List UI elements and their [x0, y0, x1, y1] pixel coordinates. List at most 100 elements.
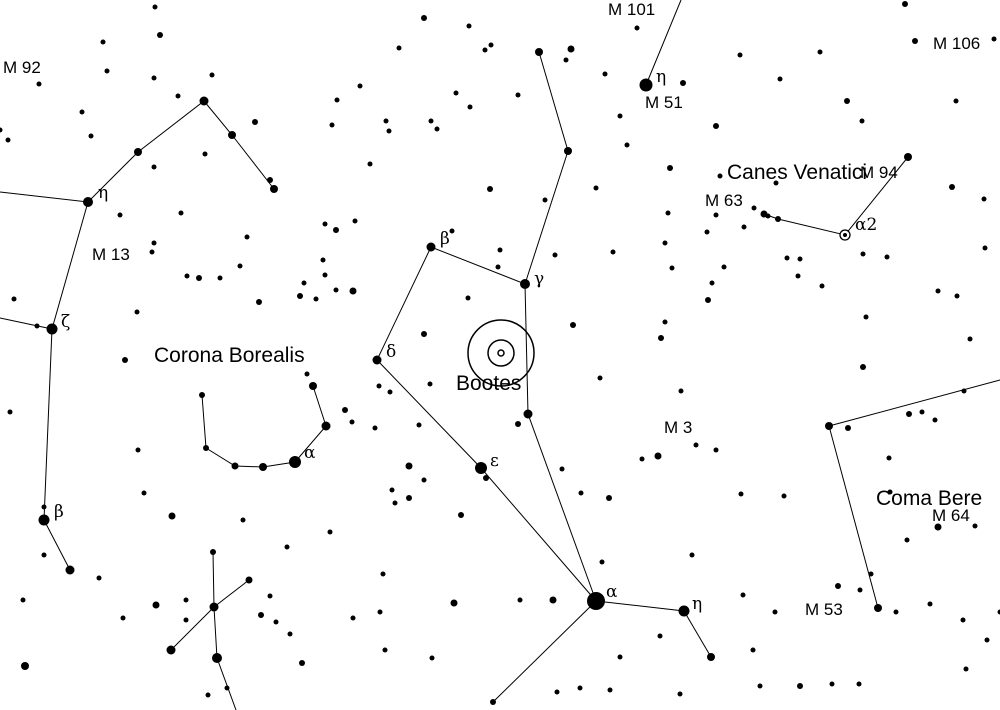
star [520, 279, 530, 289]
star [202, 151, 208, 157]
label-cvn-alpha2: α2 [855, 215, 877, 235]
star [450, 599, 458, 607]
star [380, 571, 386, 577]
star [960, 617, 966, 623]
constellation-labels: Bootes Corona Borealis Canes Venatici Co… [154, 161, 982, 510]
star [20, 597, 26, 603]
star [256, 299, 262, 305]
star [396, 45, 402, 51]
star [797, 683, 803, 689]
star [705, 297, 711, 303]
star [721, 264, 727, 270]
star [372, 355, 382, 365]
label-boo-eta: η [692, 594, 702, 614]
star [304, 371, 310, 377]
star [11, 296, 17, 302]
star [122, 357, 128, 363]
star [606, 495, 612, 501]
star [196, 275, 202, 281]
hercules-line-lower [212, 551, 237, 710]
star [559, 466, 565, 472]
target-bullseye-icon [467, 319, 535, 387]
star [421, 331, 427, 337]
star [669, 265, 675, 271]
star [751, 205, 757, 211]
star [313, 296, 319, 302]
star [421, 15, 427, 21]
star [267, 593, 273, 599]
label-boo-delta: δ [386, 342, 396, 362]
star [237, 263, 243, 269]
star [329, 122, 335, 128]
star [352, 218, 358, 224]
label-crb-alpha: α [304, 443, 316, 463]
star [552, 252, 558, 258]
star [972, 523, 978, 529]
star [844, 98, 850, 104]
star [270, 185, 278, 193]
star [773, 180, 779, 186]
star [427, 381, 433, 387]
star [228, 131, 236, 139]
star [777, 76, 783, 82]
star [886, 455, 892, 461]
star [151, 75, 157, 81]
star [717, 173, 723, 179]
star [835, 583, 841, 589]
star [134, 148, 142, 156]
label-boo-gamma: γ [534, 269, 544, 289]
star [893, 609, 899, 615]
star [662, 240, 668, 246]
star [874, 604, 882, 612]
star [997, 609, 1000, 615]
star [349, 287, 357, 295]
star [350, 615, 356, 621]
star [772, 609, 778, 615]
star [856, 681, 862, 687]
star [902, 1, 908, 7]
star [564, 147, 572, 155]
star [217, 275, 223, 281]
star [587, 592, 605, 610]
messier-labels: M 92 M 101 M 106 M 51 M 63 M 94 M 13 M 3… [3, 0, 980, 619]
star [38, 514, 50, 526]
star [738, 491, 744, 497]
star [406, 495, 412, 501]
star [868, 571, 874, 577]
star [570, 322, 576, 328]
star [857, 587, 863, 593]
star [284, 544, 290, 550]
star [863, 314, 869, 320]
canes-venatici-line [763, 156, 909, 236]
hercules-line-north [0, 100, 275, 203]
star [678, 388, 684, 394]
star [617, 654, 623, 660]
star [434, 126, 440, 132]
star [984, 637, 990, 643]
star [624, 142, 630, 148]
star [483, 475, 489, 481]
label-her-zeta: ζ [61, 312, 70, 332]
star [662, 319, 668, 325]
label-m94: M 94 [860, 163, 898, 182]
star [21, 662, 29, 670]
star [203, 445, 209, 451]
star [597, 375, 603, 381]
star [392, 500, 398, 506]
bootes-line-south [492, 600, 597, 703]
star [689, 552, 695, 558]
star [704, 229, 710, 235]
star [935, 288, 941, 294]
star [320, 257, 326, 263]
star [795, 273, 801, 279]
star [819, 283, 825, 289]
star [184, 273, 190, 279]
star [554, 689, 560, 695]
star [149, 249, 155, 255]
star [967, 336, 973, 342]
star [449, 228, 455, 234]
star [934, 523, 942, 531]
star [178, 210, 184, 216]
star [0, 127, 3, 133]
star [549, 596, 557, 604]
